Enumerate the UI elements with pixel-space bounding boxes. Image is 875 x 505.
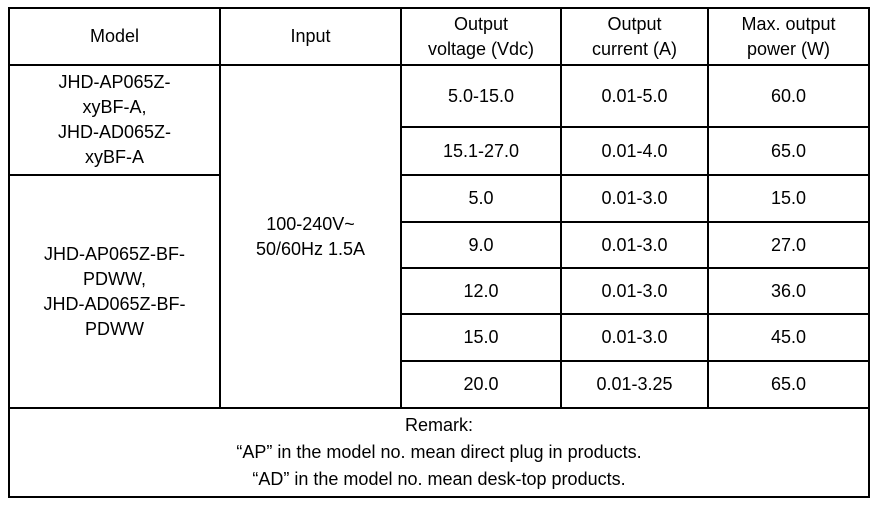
column-header-max-output-power: Max. output power (W)	[707, 7, 870, 66]
table-row: 12.0 0.01-3.0 36.0	[9, 267, 870, 315]
model-group-1-cell: JHD-AP065Z- xyBF-A, JHD-AD065Z- xyBF-A	[8, 64, 221, 176]
current-cell-row-3: 0.01-3.0	[560, 174, 709, 223]
table-row: JHD-AP065Z-BF- PDWW, JHD-AD065Z-BF- PDWW…	[8, 174, 870, 409]
voltage-cell-row-2: 15.1-27.0	[400, 126, 562, 176]
voltage-cell-row-7: 20.0	[400, 360, 562, 409]
current-cell-row-5: 0.01-3.0	[560, 267, 709, 315]
column-header-model: Model	[8, 7, 221, 66]
power-cell-row-7: 65.0	[707, 360, 870, 409]
power-cell-row-3: 15.0	[707, 174, 870, 223]
table-row: 20.0 0.01-3.25 65.0	[9, 360, 870, 409]
power-cell-row-2: 65.0	[707, 126, 870, 176]
power-cell-row-4: 27.0	[707, 221, 870, 269]
table-row: 15.0 0.01-3.0 45.0	[9, 313, 870, 362]
current-cell-row-1: 0.01-5.0	[560, 64, 709, 128]
column-header-input: Input	[219, 7, 402, 66]
current-cell-row-4: 0.01-3.0	[560, 221, 709, 269]
column-header-output-current: Output current (A)	[560, 7, 709, 66]
table-row: 9.0 0.01-3.0 27.0	[9, 221, 870, 269]
remark-line-ad: “AD” in the model no. mean desk-top prod…	[252, 469, 626, 489]
voltage-cell-row-4: 9.0	[400, 221, 562, 269]
input-spec-cell: 100-240V~ 50/60Hz 1.5A	[219, 64, 402, 409]
model-group-2-cell: JHD-AP065Z-BF- PDWW, JHD-AD065Z-BF- PDWW	[8, 174, 221, 409]
header-row: Model Input Output voltage (Vdc) Output …	[8, 7, 870, 66]
remark-title: Remark:	[404, 415, 473, 435]
voltage-cell-row-3: 5.0	[400, 174, 562, 223]
table-row: JHD-AP065Z- xyBF-A, JHD-AD065Z- xyBF-A 1…	[8, 64, 870, 409]
remark-line-ap: “AP” in the model no. mean direct plug i…	[236, 442, 642, 462]
voltage-cell-row-6: 15.0	[400, 313, 562, 362]
power-spec-table: Model Input Output voltage (Vdc) Output …	[8, 7, 870, 498]
remark-cell: Remark: “AP” in the model no. mean direc…	[8, 407, 870, 498]
power-cell-row-5: 36.0	[707, 267, 870, 315]
current-cell-row-7: 0.01-3.25	[560, 360, 709, 409]
remark-row: Remark: “AP” in the model no. mean direc…	[8, 407, 870, 498]
current-cell-row-2: 0.01-4.0	[560, 126, 709, 176]
column-header-output-voltage: Output voltage (Vdc)	[400, 7, 562, 66]
power-cell-row-6: 45.0	[707, 313, 870, 362]
current-cell-row-6: 0.01-3.0	[560, 313, 709, 362]
power-cell-row-1: 60.0	[707, 64, 870, 128]
voltage-cell-row-1: 5.0-15.0	[400, 64, 562, 128]
voltage-cell-row-5: 12.0	[400, 267, 562, 315]
table-row: 15.1-27.0 0.01-4.0 65.0	[9, 126, 870, 176]
